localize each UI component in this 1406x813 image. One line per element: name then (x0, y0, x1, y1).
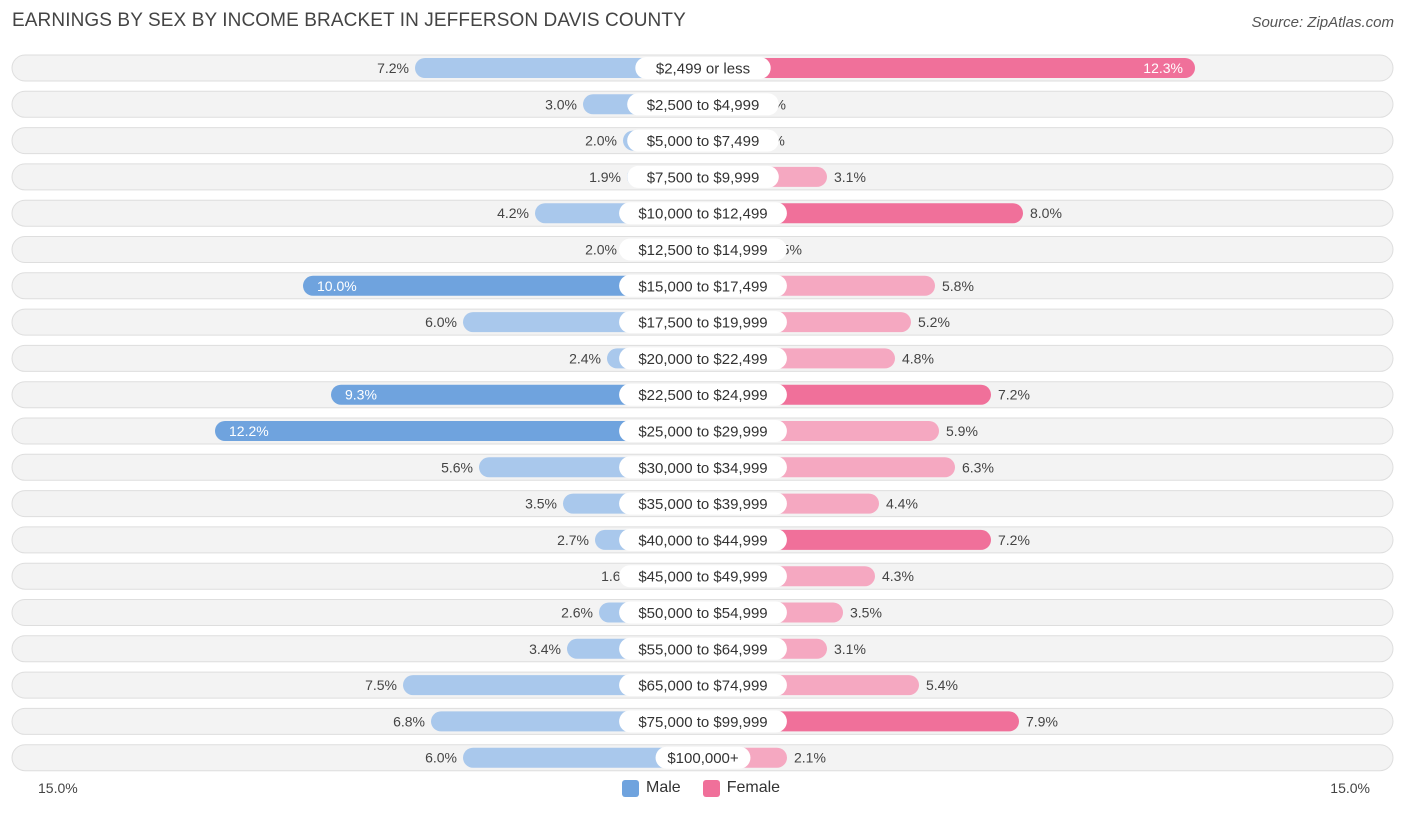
female-value-label: 7.9% (1026, 713, 1058, 729)
category-pill (635, 57, 771, 79)
category-pill (619, 274, 787, 297)
category-label: $12,500 to $14,999 (638, 242, 767, 259)
category-label: $30,000 to $34,999 (638, 460, 767, 477)
category-label: $75,000 to $99,999 (638, 714, 767, 731)
category-pill (619, 674, 787, 697)
male-bar[interactable] (331, 384, 703, 405)
category-pill (619, 420, 787, 442)
category-pill (619, 456, 787, 479)
category-pill (655, 746, 751, 769)
male-bar[interactable] (463, 747, 703, 768)
male-value-label: 6.8% (393, 713, 425, 729)
category-label: $17,500 to $19,999 (638, 315, 767, 332)
category-label: $50,000 to $54,999 (638, 605, 767, 622)
category-pill (619, 492, 787, 515)
female-value-label: 6.3% (962, 459, 994, 475)
category-label: $55,000 to $64,999 (638, 641, 767, 658)
legend-item-male[interactable]: Male (622, 779, 681, 797)
male-value-label: 2.0% (585, 242, 617, 258)
category-label: $100,000+ (667, 750, 739, 767)
category-label: $65,000 to $74,999 (638, 678, 767, 695)
category-pill (619, 528, 787, 551)
category-label: $10,000 to $12,499 (638, 206, 767, 223)
male-value-label: 3.4% (529, 641, 561, 657)
female-value-label: 4.3% (882, 568, 914, 584)
category-label: $5,000 to $7,499 (647, 133, 760, 150)
male-value-label: 5.6% (441, 459, 473, 475)
male-bar[interactable] (415, 58, 703, 78)
category-pill (619, 601, 787, 624)
legend: Male Female (622, 779, 780, 797)
male-value-label: 2.0% (585, 133, 617, 149)
male-value-label: 2.6% (561, 605, 593, 621)
legend-swatch-female (702, 779, 720, 797)
category-pill (619, 565, 787, 588)
female-value-label: 4.8% (902, 350, 934, 366)
category-label: $15,000 to $17,499 (638, 278, 767, 295)
category-pill (627, 129, 779, 152)
category-label: $40,000 to $44,999 (638, 532, 767, 549)
female-value-label: 3.1% (834, 641, 866, 657)
category-pill (619, 238, 787, 261)
male-value-label: 7.5% (365, 677, 397, 693)
male-value-label: 10.0% (317, 278, 357, 294)
male-value-label: 1.9% (589, 169, 621, 185)
female-value-label: 5.8% (942, 278, 974, 294)
category-pill (627, 93, 779, 116)
female-bar[interactable] (703, 58, 1195, 78)
female-value-label: 7.2% (998, 387, 1030, 403)
category-pill (619, 347, 787, 370)
male-value-label: 2.4% (569, 350, 601, 366)
category-label: $22,500 to $24,999 (638, 387, 767, 404)
male-value-label: 3.0% (545, 96, 577, 112)
axis-label-left: 15.0% (38, 780, 78, 796)
category-label: $2,500 to $4,999 (647, 97, 760, 114)
male-value-label: 9.3% (345, 387, 377, 403)
female-value-label: 2.1% (794, 750, 826, 766)
category-label: $35,000 to $39,999 (638, 496, 767, 513)
legend-item-female[interactable]: Female (702, 779, 781, 797)
category-label: $45,000 to $49,999 (638, 569, 767, 586)
male-value-label: 4.2% (497, 205, 529, 221)
male-value-label: 2.7% (557, 532, 589, 548)
category-pill (619, 311, 787, 334)
legend-label-male: Male (646, 779, 681, 796)
category-pill (619, 710, 787, 733)
category-label: $25,000 to $29,999 (638, 424, 767, 441)
category-label: $20,000 to $22,499 (638, 351, 767, 368)
legend-swatch-male (622, 779, 639, 797)
female-value-label: 12.3% (1143, 60, 1183, 76)
female-value-label: 5.4% (926, 677, 958, 693)
female-value-label: 8.0% (1030, 205, 1062, 221)
axis-label-right: 15.0% (1330, 780, 1370, 796)
female-value-label: 3.1% (834, 169, 866, 185)
source-label: Source: ZipAtlas.com (1251, 14, 1394, 31)
female-value-label: 5.2% (918, 314, 950, 330)
category-pill (619, 637, 787, 660)
female-value-label: 3.5% (850, 605, 882, 621)
category-pill (619, 202, 787, 225)
male-bar[interactable] (303, 275, 703, 296)
male-value-label: 6.0% (425, 750, 457, 766)
male-value-label: 6.0% (425, 314, 457, 330)
female-value-label: 7.2% (998, 532, 1030, 548)
female-value-label: 5.9% (946, 423, 978, 439)
female-value-label: 4.4% (886, 496, 918, 512)
male-value-label: 3.5% (525, 496, 557, 512)
category-label: $7,500 to $9,999 (647, 169, 760, 186)
category-pill (619, 383, 787, 406)
male-value-label: 7.2% (377, 60, 409, 76)
category-pill (627, 165, 779, 188)
male-bar[interactable] (215, 421, 703, 441)
legend-label-female: Female (726, 779, 781, 796)
male-value-label: 12.2% (229, 423, 269, 439)
chart-title: EARNINGS BY SEX BY INCOME BRACKET IN JEF… (12, 10, 686, 31)
category-label: $2,499 or less (656, 61, 750, 78)
